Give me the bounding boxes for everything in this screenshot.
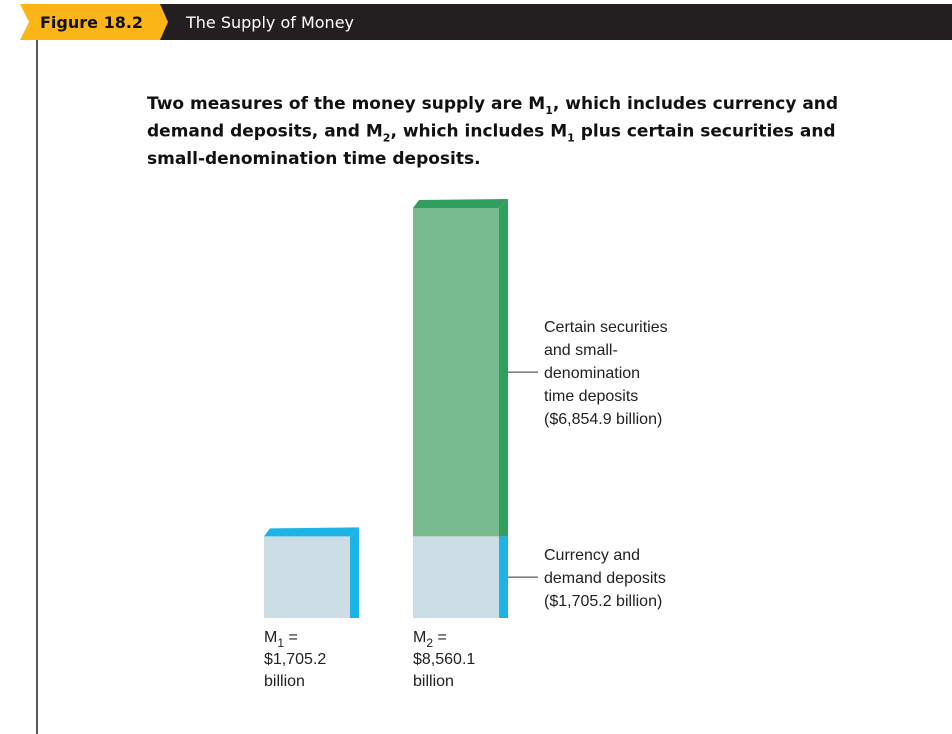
bar-front — [264, 536, 350, 618]
caption-text: , which includes currency and — [553, 94, 838, 114]
caption-line: small-denomination time deposits. — [147, 149, 481, 169]
bar-symbol: M — [413, 629, 426, 646]
figure-title: The Supply of Money — [185, 13, 354, 32]
series-label: and small- — [544, 342, 618, 359]
bar-equals: = — [433, 629, 447, 646]
bar-subscript: 2 — [426, 636, 433, 650]
bar-segment — [413, 536, 508, 618]
bar-subscript: 1 — [277, 636, 284, 650]
series-label: Currency and — [544, 547, 640, 564]
subscript: 1 — [567, 132, 575, 145]
series-label: Certain securities — [544, 319, 668, 336]
bar-segment — [413, 199, 508, 537]
bar-side — [499, 536, 508, 618]
bar-segment — [264, 527, 359, 618]
subscript: 1 — [545, 104, 553, 117]
subscript: 2 — [383, 132, 391, 145]
bar-symbol: M — [264, 629, 277, 646]
bar-unit: billion — [413, 673, 454, 690]
series-label: ($1,705.2 billion) — [544, 593, 662, 610]
bar-front — [413, 208, 499, 537]
series-label: denomination — [544, 365, 640, 382]
caption-text: demand deposits, and M — [147, 122, 383, 142]
bar-side — [350, 527, 359, 618]
caption: Two measures of the money supply are M1,… — [147, 94, 838, 169]
series-label: ($6,854.9 billion) — [544, 411, 662, 428]
caption-text: plus certain securities and — [575, 122, 836, 142]
caption-text: , which includes M — [390, 122, 567, 142]
header-band — [30, 4, 952, 40]
caption-text: Two measures of the money supply are M — [147, 94, 545, 114]
bar-amount: $8,560.1 — [413, 651, 475, 668]
series-label: time deposits — [544, 388, 638, 405]
bar-top — [264, 527, 359, 537]
bar-side — [499, 199, 508, 537]
bar-equals: = — [284, 629, 298, 646]
bar-label: M1 = — [264, 629, 298, 650]
bar-amount: $1,705.2 — [264, 651, 326, 668]
bar-top — [413, 199, 508, 208]
bar-unit: billion — [264, 673, 305, 690]
caption-line: Two measures of the money supply are M1,… — [147, 94, 838, 117]
caption-text: small-denomination time deposits. — [147, 149, 481, 169]
bar-label: M2 = — [413, 629, 447, 650]
figure-number: Figure 18.2 — [40, 13, 143, 32]
bar-front — [413, 536, 499, 618]
series-label: demand deposits — [544, 570, 666, 587]
figure-tag — [20, 4, 168, 40]
caption-line: demand deposits, and M2, which includes … — [147, 122, 836, 145]
